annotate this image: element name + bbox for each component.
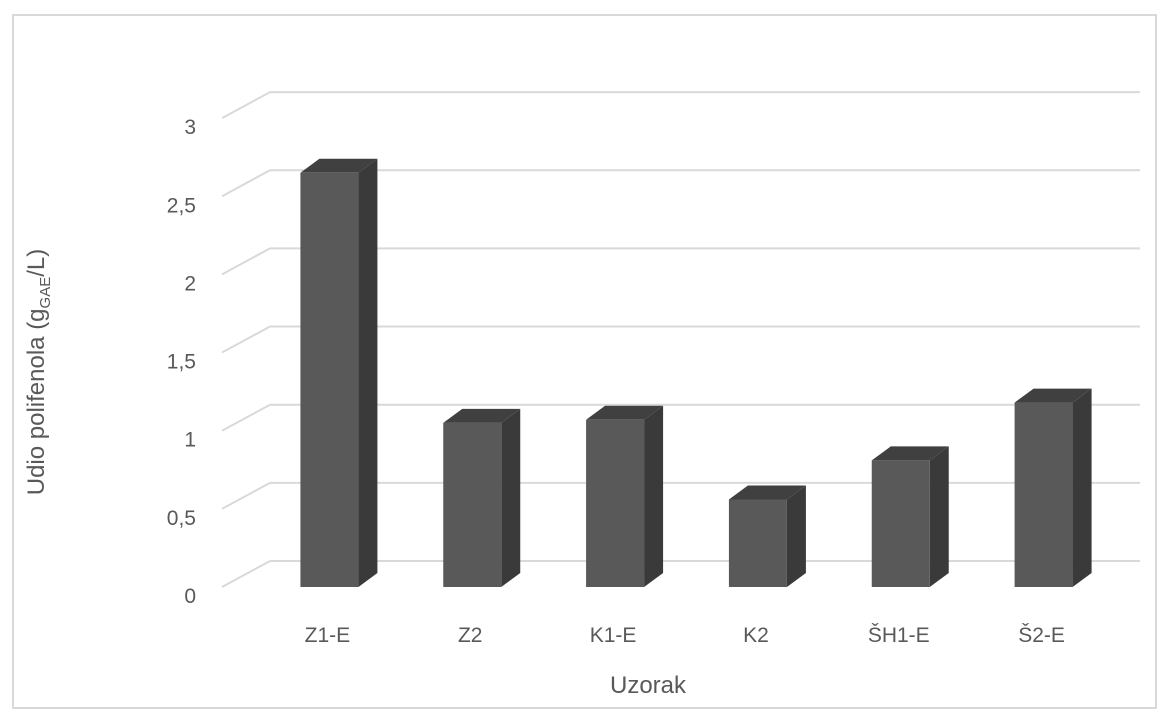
y-tick-label: 2,5: [167, 194, 196, 217]
bar-top: [1014, 388, 1092, 403]
bar-front: [728, 499, 787, 587]
bar-side: [786, 485, 806, 587]
bar-front: [871, 460, 930, 587]
bar-side: [929, 446, 949, 587]
y-axis-title-main: Udio polifenola (g: [23, 308, 50, 495]
y-tick-label: 0: [184, 585, 196, 608]
bar-side: [644, 405, 664, 587]
chart-frame: [12, 14, 1157, 709]
bar-side: [1072, 388, 1092, 587]
y-tick-label: 2: [184, 272, 196, 295]
bar-front: [300, 172, 359, 587]
y-tick-label: 3: [184, 116, 196, 139]
bar-top: [728, 485, 806, 500]
gridline-depth: [221, 481, 271, 510]
bar-side: [501, 408, 521, 587]
bar-top: [300, 158, 378, 173]
y-axis-title: Udio polifenola (gGAE/L): [23, 249, 54, 496]
bar-front: [443, 422, 502, 587]
x-tick-label: Š2-E: [1018, 624, 1065, 647]
gridline-depth: [221, 169, 271, 198]
y-tick-label: 1: [184, 429, 196, 452]
bar-top: [586, 405, 664, 420]
bar-front: [1014, 402, 1073, 587]
bar: [443, 408, 521, 587]
bar-top: [443, 408, 521, 423]
gridline-depth: [221, 91, 271, 119]
y-axis-title-subscript: GAE: [37, 277, 54, 309]
x-tick-label: ŠH1-E: [868, 624, 930, 647]
bar: [728, 485, 806, 587]
x-tick-label: Z2: [458, 624, 483, 647]
bar: [300, 158, 378, 587]
x-axis-ticks: Z1-E Z2 K1-E K2 ŠH1-E Š2-E: [305, 624, 1065, 647]
bar: [586, 405, 664, 587]
gridline-depth: [221, 325, 271, 354]
bar-front: [586, 419, 645, 587]
bar-side: [358, 158, 378, 587]
gridline-depth: [221, 560, 271, 588]
y-axis-ticks: 0 0,5 1 1,5 2 2,5 3: [167, 116, 196, 608]
x-tick-label: K1-E: [590, 624, 637, 647]
gridline-depth: [221, 247, 271, 276]
y-tick-label: 1,5: [167, 351, 196, 374]
y-axis-title-suffix: /L): [23, 249, 50, 277]
gridlines: [221, 91, 1140, 588]
bar: [871, 446, 949, 587]
bars: [300, 158, 1092, 587]
x-tick-label: Z1-E: [305, 624, 351, 647]
bar-top: [871, 446, 949, 461]
x-tick-label: K2: [743, 624, 769, 647]
gridline-depth: [221, 403, 271, 432]
bar: [1014, 388, 1092, 587]
x-axis-title: Uzorak: [610, 672, 687, 699]
y-tick-label: 0,5: [167, 507, 196, 530]
